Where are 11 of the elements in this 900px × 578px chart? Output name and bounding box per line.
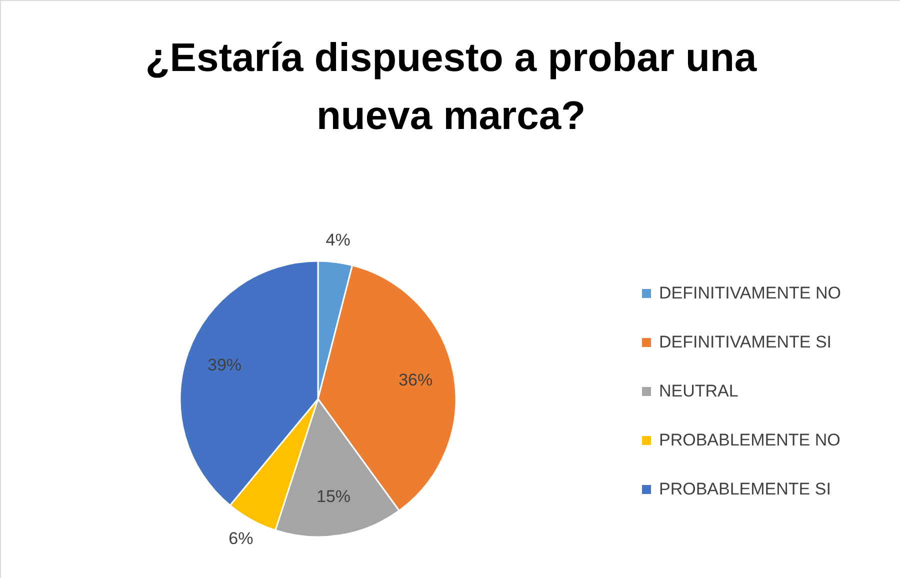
data-label: 39% xyxy=(208,355,242,374)
data-label: 36% xyxy=(398,370,433,390)
legend-label: DEFINITIVAMENTE NO xyxy=(659,284,841,302)
data-label: 6% xyxy=(228,529,254,548)
legend-label: PROBABLEMENTE NO xyxy=(659,430,840,450)
legend-label: PROBABLEMENTE SI xyxy=(659,480,831,498)
data-label: 4% xyxy=(326,230,350,250)
legend-label: NEUTRAL xyxy=(659,382,738,400)
data-label: 15% xyxy=(316,487,351,506)
chart-title: ¿Estaría dispuesto a probar una nueva marca? xyxy=(145,36,758,138)
legend-label: DEFINITIVAMENTE SI xyxy=(659,332,832,352)
